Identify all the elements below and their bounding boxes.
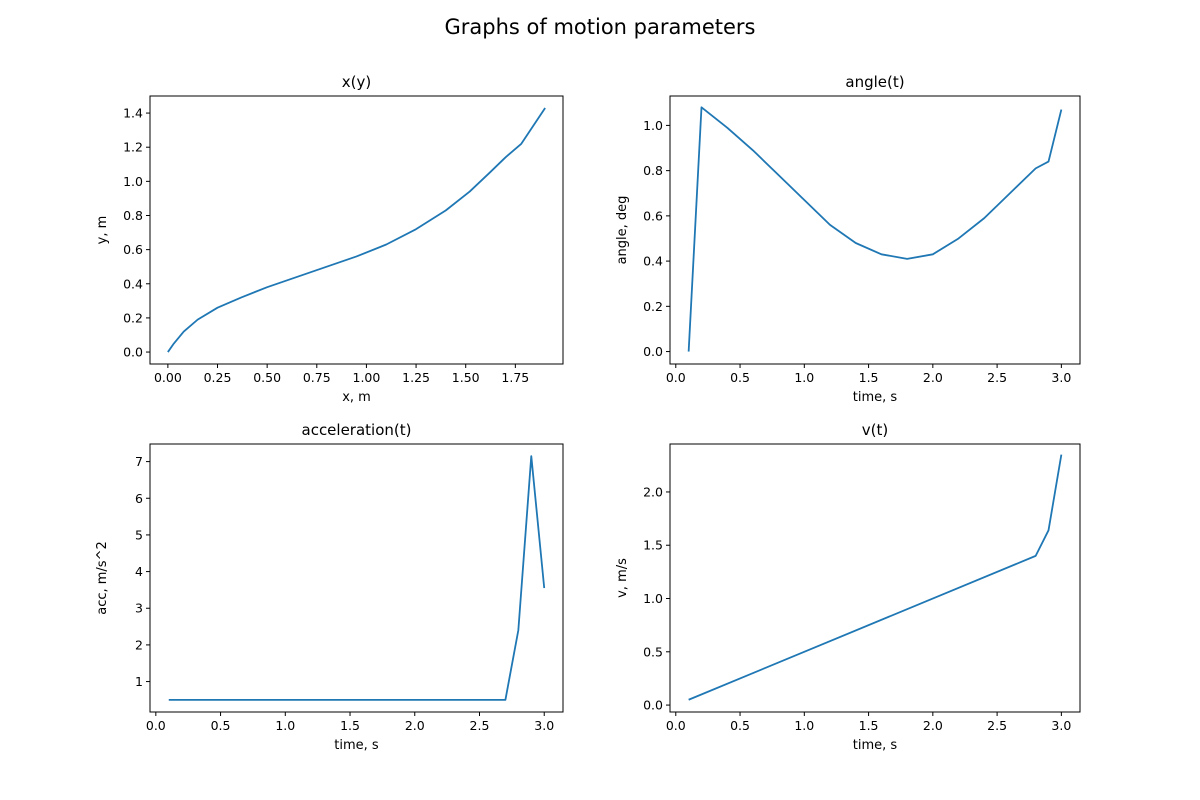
- x-tick-label: 1.5: [859, 370, 879, 385]
- x-tick-label: 0.00: [154, 370, 182, 385]
- series-line-acceleration: [168, 455, 546, 701]
- x-tick-label: 0.5: [730, 718, 750, 733]
- x-tick-label: 3.0: [1051, 718, 1071, 733]
- axes-frame-angle: [669, 95, 1081, 365]
- x-axis-label-velocity: time, s: [853, 738, 898, 753]
- x-tick-label: 2.0: [405, 718, 425, 733]
- x-tick-label: 1.0: [794, 718, 814, 733]
- x-tick-label: 0.0: [666, 718, 686, 733]
- axes-frame-velocity: [669, 443, 1081, 713]
- figure-suptitle: Graphs of motion parameters: [445, 15, 756, 39]
- y-tick-label: 0.6: [123, 242, 143, 257]
- x-axis-label-angle: time, s: [853, 390, 898, 405]
- x-tick-label: 0.0: [666, 370, 686, 385]
- y-tick-label: 6: [135, 491, 143, 506]
- series-line-velocity: [688, 454, 1063, 701]
- x-tick-label: 2.5: [470, 718, 490, 733]
- y-tick-label: 1.0: [643, 118, 663, 133]
- subplot-x-of-y: 0.00 0.25 0.50 0.75 1.00 1.25 1.50 1.75 0.0 0.2 0.…: [95, 73, 564, 405]
- x-tick-label: 2.5: [987, 370, 1007, 385]
- y-axis-label-x-of-y: y, m: [95, 216, 110, 245]
- x-tick-label: 1.5: [340, 718, 360, 733]
- x-tick-label: 2.5: [987, 718, 1007, 733]
- x-tick-label: 1.75: [501, 370, 529, 385]
- subplot-velocity: 0.0 0.5 1.0 1.5 2.0 2.5 3.0 0.0 0.5 1.0 1.5 2.0 v(t)…: [615, 421, 1081, 753]
- subplot-title-acceleration: acceleration(t): [302, 421, 412, 439]
- subplot-acceleration: 0.0 0.5 1.0 1.5 2.0 2.5 3.0 1 2 3 4 5 6 7 acceleration…: [95, 421, 564, 753]
- x-tick-label: 1.0: [794, 370, 814, 385]
- y-tick-label: 0.2: [123, 310, 143, 325]
- x-tick-label: 2.0: [923, 370, 943, 385]
- y-tick-label: 0.0: [123, 345, 143, 360]
- axes-frame-acceleration: [149, 443, 564, 713]
- y-tick-label: 5: [135, 527, 143, 542]
- y-tick-label: 7: [135, 454, 143, 469]
- y-axis-label-acceleration: acc, m/s^2: [95, 541, 110, 615]
- y-tick-label: 0.2: [643, 299, 663, 314]
- axes-frame-x-of-y: [149, 95, 564, 365]
- subplot-title-x-of-y: x(y): [342, 73, 371, 91]
- y-tick-label: 2.0: [643, 484, 663, 499]
- y-axis-label-angle: angle, deg: [615, 196, 630, 265]
- x-axis-label-acceleration: time, s: [334, 738, 379, 753]
- x-tick-label: 0.5: [211, 718, 231, 733]
- y-tick-label: 3: [135, 601, 143, 616]
- x-tick-label: 0.25: [204, 370, 232, 385]
- x-tick-label: 0.0: [146, 718, 166, 733]
- y-tick-label: 1.0: [643, 591, 663, 606]
- y-tick-label: 0.0: [643, 344, 663, 359]
- x-tick-label: 1.5: [859, 718, 879, 733]
- x-tick-label: 3.0: [1051, 370, 1071, 385]
- series-line-x-of-y: [167, 107, 546, 353]
- y-axis-label-velocity: v, m/s: [615, 558, 630, 598]
- subplot-title-angle: angle(t): [845, 73, 904, 91]
- x-tick-label: 1.00: [353, 370, 381, 385]
- x-tick-label: 2.0: [923, 718, 943, 733]
- x-tick-label: 0.75: [303, 370, 331, 385]
- y-tick-label: 1.0: [123, 174, 143, 189]
- x-tick-label: 1.50: [452, 370, 480, 385]
- x-tick-label: 1.0: [275, 718, 295, 733]
- y-tick-label: 0.8: [123, 208, 143, 223]
- subplot-angle: 0.0 0.5 1.0 1.5 2.0 2.5 3.0 0.0 0.2 0.4 0.6 0.8 1.0 a…: [615, 73, 1081, 405]
- series-line-angle: [687, 106, 1063, 352]
- y-tick-label: 0.8: [643, 163, 663, 178]
- y-tick-label: 0.6: [643, 208, 663, 223]
- y-tick-label: 0.4: [643, 254, 663, 269]
- y-tick-label: 0.4: [123, 276, 143, 291]
- x-tick-label: 1.25: [402, 370, 430, 385]
- x-axis-label-x-of-y: x, m: [342, 390, 371, 405]
- y-tick-label: 0.5: [643, 644, 663, 659]
- x-tick-label: 3.0: [534, 718, 554, 733]
- y-tick-label: 1.2: [123, 140, 143, 155]
- y-tick-label: 1: [135, 674, 143, 689]
- subplot-title-velocity: v(t): [862, 421, 888, 439]
- y-tick-label: 0.0: [643, 698, 663, 713]
- y-tick-label: 1.5: [643, 538, 663, 553]
- y-tick-label: 2: [135, 637, 143, 652]
- x-tick-label: 0.5: [730, 370, 750, 385]
- y-tick-label: 1.4: [123, 106, 143, 121]
- y-tick-label: 4: [135, 564, 143, 579]
- x-tick-label: 0.50: [253, 370, 281, 385]
